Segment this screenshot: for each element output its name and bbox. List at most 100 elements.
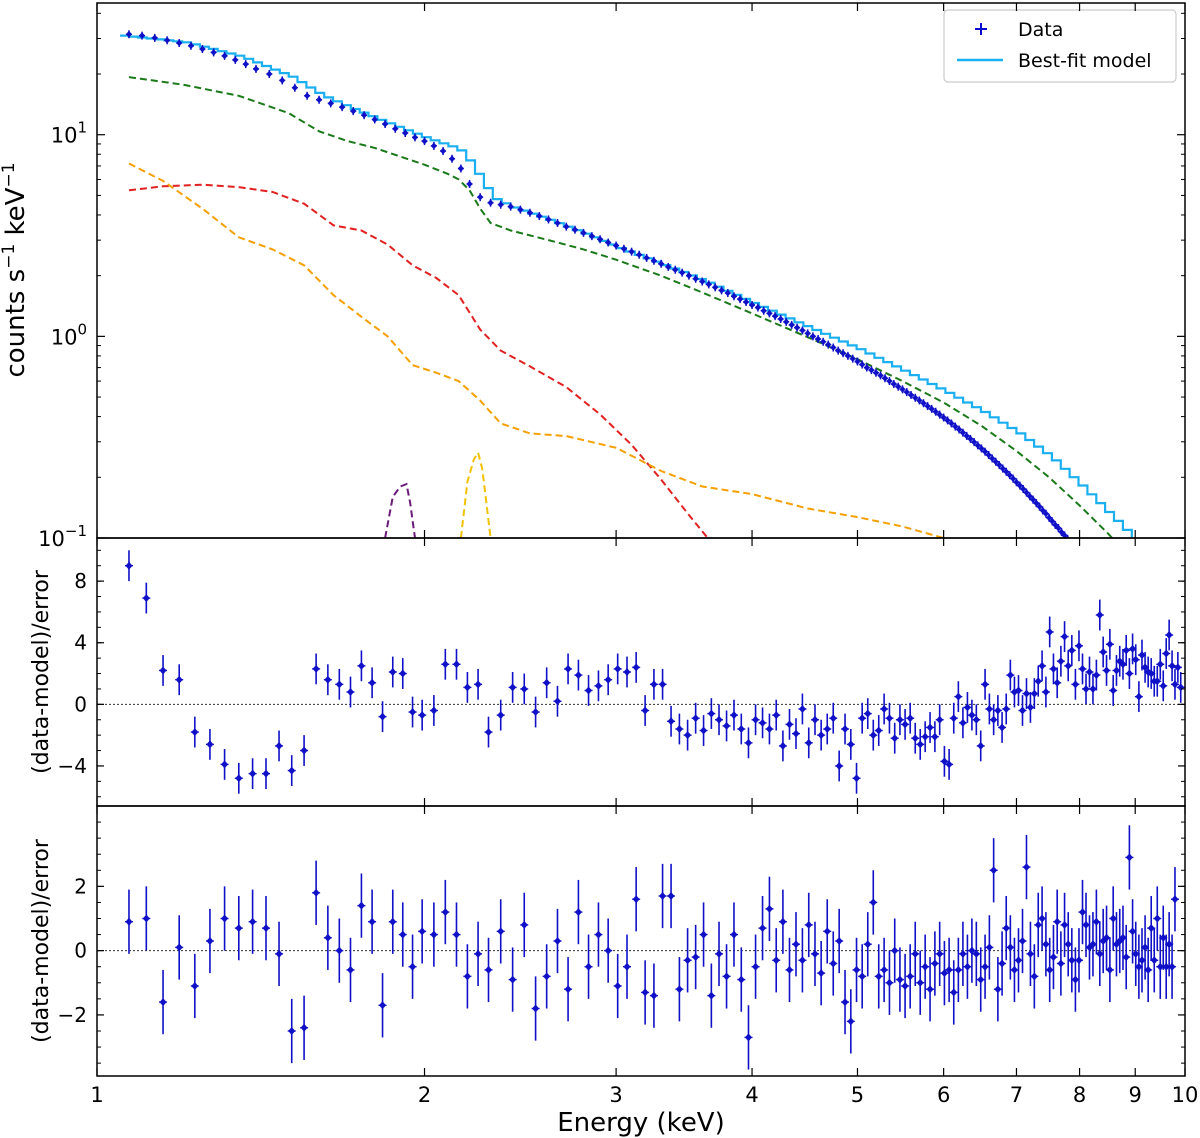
data-point-marker xyxy=(924,402,931,410)
residual-marker xyxy=(1165,631,1173,640)
residual-point xyxy=(921,721,930,753)
residual-point xyxy=(707,698,716,729)
residual-marker xyxy=(954,965,962,974)
data-point xyxy=(1100,582,1106,590)
residual-marker xyxy=(604,675,612,684)
data-point-marker xyxy=(517,206,524,214)
residual-point xyxy=(484,937,493,1003)
data-point xyxy=(636,250,643,259)
data-point-marker xyxy=(959,429,966,437)
data-point xyxy=(588,232,595,241)
residual-marker xyxy=(675,724,683,733)
residual-point xyxy=(658,668,667,700)
residual-point xyxy=(508,672,517,703)
data-point xyxy=(457,164,464,173)
residual-marker xyxy=(805,738,813,747)
data-point xyxy=(371,115,378,124)
residual-marker xyxy=(990,866,998,875)
residual-point xyxy=(772,699,781,731)
residual-point xyxy=(1125,658,1134,689)
data-point xyxy=(890,380,897,389)
residual-marker xyxy=(430,706,438,715)
residual-marker xyxy=(441,908,449,917)
residual-marker xyxy=(1141,663,1149,672)
data-point xyxy=(1016,481,1023,490)
residual-marker xyxy=(798,956,806,965)
data-point-marker xyxy=(1082,559,1088,566)
residual-point xyxy=(906,944,915,1009)
residual-point xyxy=(1137,928,1146,993)
residual-point xyxy=(1125,825,1134,890)
residual-point xyxy=(1082,673,1091,705)
y-tick-label: 4 xyxy=(74,631,87,655)
residual-marker xyxy=(452,930,460,939)
residual-point xyxy=(1109,675,1118,706)
residual-point xyxy=(949,702,958,734)
data-point xyxy=(620,244,627,253)
data-point-marker xyxy=(350,107,357,115)
residual-point xyxy=(972,921,981,986)
data-point xyxy=(266,70,273,79)
residual-point xyxy=(1014,675,1023,706)
residual-marker xyxy=(1002,924,1010,933)
data-point xyxy=(899,385,906,394)
residual-marker xyxy=(159,998,167,1007)
data-point xyxy=(932,407,939,416)
residual-point xyxy=(823,899,832,964)
residual-marker xyxy=(1135,962,1143,971)
data-point-marker xyxy=(963,432,970,440)
x-tick-label: 9 xyxy=(1129,1083,1142,1107)
data-point-marker xyxy=(849,355,856,363)
residual-marker xyxy=(977,975,985,984)
residual-point xyxy=(1153,665,1162,697)
residual-point xyxy=(641,695,650,726)
model-line-total xyxy=(120,34,1142,538)
spectrum-panel: 100 101 10−1 xyxy=(38,12,1185,590)
residual-marker xyxy=(1006,671,1014,680)
data-point xyxy=(665,262,672,271)
residual-point xyxy=(1085,656,1094,688)
residual-point xyxy=(874,944,883,1009)
data-point-marker xyxy=(718,286,725,294)
data-point xyxy=(402,128,409,137)
residual-marker xyxy=(532,708,540,717)
data-point xyxy=(868,366,875,375)
residual-point xyxy=(1170,867,1179,932)
residual-marker xyxy=(811,949,819,958)
data-point-marker xyxy=(221,52,228,60)
residual-marker xyxy=(262,924,270,933)
residual-point xyxy=(916,728,925,760)
residual-point xyxy=(220,886,229,951)
data-point-marker xyxy=(859,361,866,369)
residual-marker xyxy=(901,720,909,729)
residual-point xyxy=(1131,644,1140,676)
residual-point xyxy=(649,963,658,1028)
residual-marker xyxy=(772,956,780,965)
data-point xyxy=(835,346,842,355)
residual-marker xyxy=(1061,632,1069,641)
data-point xyxy=(232,55,239,64)
data-point xyxy=(672,265,679,274)
residual-marker xyxy=(1122,646,1130,655)
residual-point xyxy=(1026,921,1035,986)
residual-point xyxy=(1074,630,1083,662)
residual-point xyxy=(804,727,813,759)
data-point xyxy=(903,388,910,397)
residual-point xyxy=(675,713,684,745)
data-point xyxy=(1088,565,1094,573)
residuals-1-y-axis-label: (data-model)/error xyxy=(29,569,54,774)
residual-point xyxy=(542,667,551,699)
residual-point xyxy=(976,730,985,762)
residual-point xyxy=(1030,678,1039,709)
data-point xyxy=(799,326,806,335)
residual-point xyxy=(835,908,844,974)
residual-point xyxy=(985,693,994,725)
data-point-marker xyxy=(1077,551,1083,558)
data-point-marker xyxy=(339,103,346,111)
data-point xyxy=(1055,524,1062,533)
residual-marker xyxy=(1053,678,1061,687)
residual-point xyxy=(553,908,562,974)
data-point xyxy=(497,200,504,209)
residual-marker xyxy=(847,740,855,749)
residual-point xyxy=(346,937,355,1003)
